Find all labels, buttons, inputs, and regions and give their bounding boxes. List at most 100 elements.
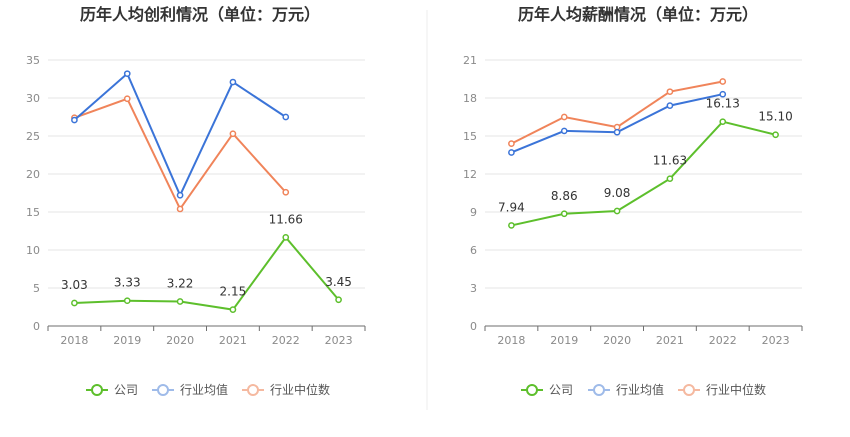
data-label: 11.63	[653, 154, 687, 168]
legend-marker	[593, 384, 605, 396]
series-line	[511, 93, 723, 154]
x-tick-label: 2019	[550, 334, 578, 347]
data-point[interactable]	[613, 207, 621, 215]
legend-label: 行业中位数	[706, 382, 766, 397]
y-axis: 0 3 6 9 12 15 18 21	[463, 54, 477, 333]
legend: 公司 行业均值 行业中位数	[521, 382, 766, 397]
series-industry-avg	[71, 70, 290, 199]
legend-marker	[247, 384, 259, 396]
plot-area: 3.03 3.33 3.22 2.15 11.66 3.45	[61, 70, 352, 314]
x-axis: 2018 2019 2020 2021 2022 2023	[484, 325, 803, 347]
x-tick-label: 2023	[762, 334, 790, 347]
data-point[interactable]	[176, 205, 184, 213]
data-point[interactable]	[282, 234, 290, 241]
data-point[interactable]	[508, 149, 515, 156]
data-point[interactable]	[335, 296, 342, 304]
data-point[interactable]	[508, 222, 515, 229]
legend-item-industry-median[interactable]: 行业中位数	[678, 382, 766, 397]
y-tick-label: 12	[463, 168, 477, 181]
y-tick-label: 6	[470, 244, 477, 257]
series-line	[511, 120, 776, 227]
data-point[interactable]	[719, 90, 727, 98]
data-point[interactable]	[719, 78, 727, 85]
x-tick-label: 2023	[325, 334, 353, 347]
y-tick-label: 9	[470, 206, 477, 219]
data-label: 3.03	[61, 278, 88, 292]
data-label: 8.86	[551, 189, 578, 203]
data-label: 3.45	[325, 275, 352, 289]
data-point[interactable]	[229, 130, 237, 138]
y-tick-label: 10	[26, 244, 40, 257]
y-tick-label: 5	[33, 282, 40, 295]
data-label: 16.13	[706, 97, 740, 111]
x-tick-label: 2021	[656, 334, 684, 347]
legend-item-company[interactable]: 公司	[86, 383, 138, 397]
salary-per-capita-chart: 历年人均薪酬情况（单位：万元） 0 3 6 9 12 15 18 21 2018 2019 202…	[463, 5, 803, 397]
data-point[interactable]	[508, 140, 515, 147]
y-tick-label: 0	[33, 320, 40, 333]
legend-label: 公司	[114, 383, 138, 397]
legend-item-industry-avg[interactable]: 行业均值	[588, 382, 664, 397]
y-tick-label: 3	[470, 282, 477, 295]
data-point[interactable]	[666, 175, 674, 183]
legend-label: 公司	[549, 383, 573, 397]
data-point[interactable]	[666, 102, 674, 109]
data-label: 3.22	[167, 277, 194, 291]
y-tick-label: 20	[26, 168, 40, 181]
data-point[interactable]	[176, 298, 184, 305]
x-tick-label: 2018	[60, 334, 88, 347]
x-tick-label: 2022	[272, 334, 300, 347]
legend-item-industry-median[interactable]: 行业中位数	[242, 382, 330, 397]
y-tick-label: 30	[26, 92, 40, 105]
data-point[interactable]	[560, 127, 568, 135]
data-point[interactable]	[229, 78, 237, 86]
data-point[interactable]	[123, 297, 131, 305]
y-tick-label: 15	[26, 206, 40, 219]
y-axis: 0 5 10 15 20 25 30 35	[26, 54, 40, 333]
data-point[interactable]	[71, 116, 78, 124]
series-company: 7.94 8.86 9.08 11.63 16.13 15.10	[498, 97, 793, 229]
data-label: 11.66	[269, 212, 303, 226]
data-point[interactable]	[719, 118, 727, 126]
data-label: 9.08	[604, 186, 631, 200]
legend-marker	[683, 384, 695, 396]
data-point[interactable]	[772, 131, 779, 139]
series-industry-median	[71, 95, 290, 213]
data-point[interactable]	[176, 191, 184, 199]
plot-area: 7.94 8.86 9.08 11.63 16.13 15.10	[498, 78, 793, 229]
x-tick-label: 2018	[497, 334, 525, 347]
y-tick-label: 18	[463, 92, 477, 105]
y-tick-label: 0	[470, 320, 477, 333]
legend-marker	[526, 384, 538, 396]
y-tick-label: 25	[26, 130, 40, 143]
series-line	[74, 235, 340, 311]
chart-title: 历年人均薪酬情况（单位：万元）	[518, 5, 758, 24]
series-industry-median	[508, 78, 727, 147]
data-point[interactable]	[123, 95, 131, 103]
x-tick-label: 2019	[113, 334, 141, 347]
legend-marker	[91, 384, 103, 396]
data-label: 2.15	[220, 285, 247, 299]
legend: 公司 行业均值 行业中位数	[86, 382, 330, 397]
data-label: 15.10	[758, 110, 792, 124]
data-point[interactable]	[666, 88, 674, 96]
legend-item-industry-avg[interactable]: 行业均值	[152, 382, 228, 397]
data-point[interactable]	[282, 113, 290, 121]
data-point[interactable]	[560, 113, 568, 121]
data-point[interactable]	[71, 299, 78, 307]
data-point[interactable]	[123, 70, 131, 78]
y-tick-label: 21	[463, 54, 477, 67]
x-tick-label: 2022	[709, 334, 737, 347]
series-industry-avg	[508, 90, 727, 156]
series-line	[73, 72, 287, 198]
legend-item-company[interactable]: 公司	[521, 383, 573, 397]
data-point[interactable]	[282, 188, 290, 196]
data-point[interactable]	[229, 306, 237, 314]
grid	[485, 59, 802, 289]
legend-label: 行业均值	[180, 382, 228, 397]
data-point[interactable]	[613, 128, 621, 136]
data-point[interactable]	[560, 210, 568, 218]
legend-label: 行业中位数	[270, 382, 330, 397]
